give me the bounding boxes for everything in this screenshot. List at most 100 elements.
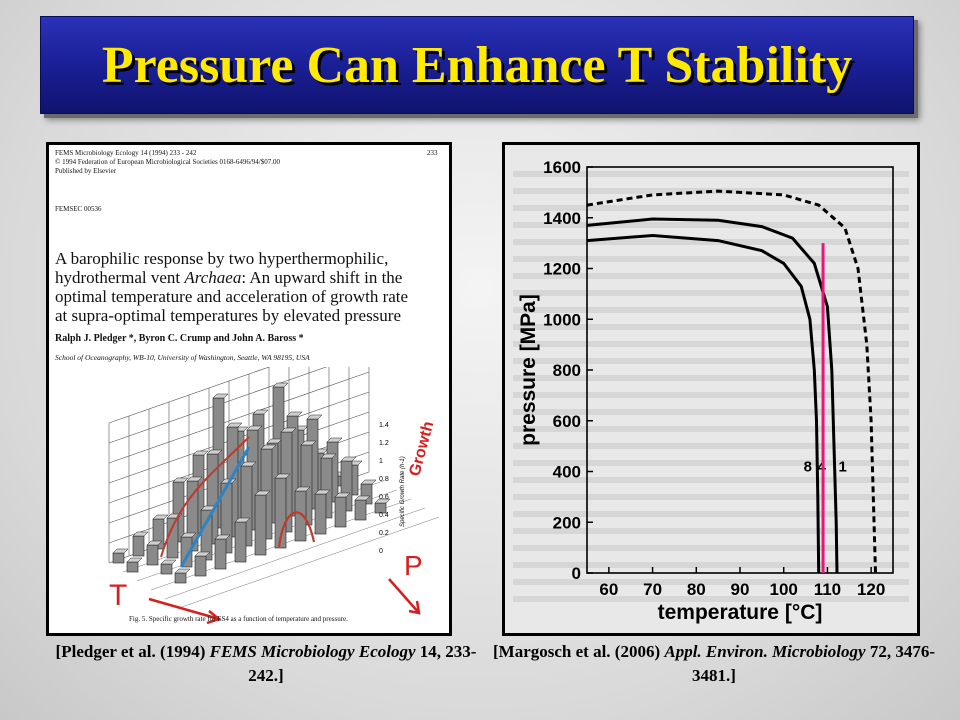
bar-3d-top [206,449,223,455]
series-line-4 [586,217,839,574]
z-axis-label: Specific Growth Rate (h-1) [400,456,406,527]
y-tick-label: 0 [572,564,581,583]
bar-3d-top [252,409,269,415]
bar-3d-top [112,548,129,554]
background-text-line [513,290,909,296]
background-text-line [513,256,909,262]
background-text-line [513,579,909,585]
right-citation-part-2: 72, 3476-3481.] [692,642,935,685]
bar-3d [234,521,247,563]
z-tick-label: 0.8 [379,476,389,483]
bar-3d-top [272,382,289,388]
journal-line-1: FEMS Microbiology Ecology 14 (1994) 233 … [55,149,197,157]
paper-affiliation: School of Oceanography, WB-10, Universit… [55,353,310,362]
bar-3d-top [240,461,257,467]
bar-3d [334,496,347,528]
background-text-line [513,375,909,381]
background-text-line [513,358,909,364]
background-text-line [513,511,909,517]
bar-3d-top [294,486,311,492]
article-title-line-5: at supra-optimal temperatures by elevate… [55,306,402,325]
x-tick-label: 60 [599,580,618,599]
grid-line [108,371,370,464]
y-axis-label: pressure [MPa] [517,294,540,446]
background-text-line [513,477,909,483]
bar-3d-top [132,531,149,537]
annotation-growth: Growth [406,420,437,478]
grid-line [108,367,270,424]
series-lines [586,189,877,574]
background-text-texture [513,171,909,602]
bar-3d-top [306,414,323,420]
paper-excerpt-panel: FEMS Microbiology Ecology 14 (1994) 233 … [46,142,452,636]
bar-3d [354,499,367,521]
annotation-t: T [109,579,127,612]
bar-3d-top [194,551,211,557]
slide-title: Pressure Can Enhance T Stability [101,36,853,94]
bar-3d-top [286,411,303,417]
right-citation-part-1: [Margosch et al. (2006) [493,642,665,661]
bar-3d [174,572,187,584]
bar-3d [132,535,145,557]
bar-3d-top [274,473,291,479]
bar-3d [126,561,139,573]
bar-3d-top [174,568,191,574]
x-tick-label: 90 [731,580,750,599]
bar-3d-top [354,495,371,501]
background-text-line [513,171,909,177]
series-label-1: 1 [839,459,847,476]
background-text-line [513,222,909,228]
pressure-temperature-panel: 60 70 80 90 100 110 120 0 200 400 600 800 1000 1200 14… [502,142,920,636]
left-citation-journal: FEMS Microbiology Ecology [209,642,416,661]
chart-z-ticks: 1.4 1.2 1 0.8 0.6 0.4 0.2 0 Specific Growth Rate… [379,422,406,555]
background-text-line [513,341,909,347]
background-text-line [513,324,909,330]
bar-3d-top [226,422,243,428]
y-tick-label: 600 [553,412,581,431]
bar-3d-top [160,559,177,565]
series-line-1 [586,189,877,574]
x-tick-label: 110 [814,580,841,599]
article-title-line-3: : An upward shift in the [241,268,403,287]
bar-3d [194,555,207,577]
bar-3d-top [212,393,229,399]
bar-3d-top [260,444,277,450]
z-tick-label: 1.2 [379,440,389,447]
x-tick-label: 80 [687,580,706,599]
bar-3d-top [374,498,391,504]
bar-3d-top [320,453,337,459]
left-citation: [Pledger et al. (1994) FEMS Microbiology… [40,640,492,688]
background-text-line [513,273,909,279]
bar-3d-top [152,514,169,520]
article-title-italic: Archaea [184,268,242,287]
bar-3d-top [314,489,331,495]
x-tick-label: 100 [770,580,798,599]
bar-3d [314,493,327,535]
annotation-p: P [404,550,423,581]
bar-3d [146,544,159,566]
bar-3d [160,563,173,575]
right-citation: [Margosch et al. (2006) Appl. Environ. M… [488,640,940,688]
x-tick-label: 70 [643,580,662,599]
series-label-8: 8 [804,459,812,476]
bar-3d [214,538,227,570]
grid-line [108,367,328,444]
y-tick-label: 400 [553,463,581,482]
axis-ticks: 60 70 80 90 100 110 12002004006008001000120014… [543,158,885,599]
x-axis-label: temperature [°C] [658,601,823,624]
femsec-code: FEMSEC 00536 [55,205,102,213]
z-tick-label: 0.2 [379,530,389,537]
bar-3d-top [340,456,357,462]
bar-3d-top [334,492,351,498]
background-text-line [513,426,909,432]
bar-3d-top [214,534,231,540]
background-text-line [513,460,909,466]
background-text-line [513,392,909,398]
bar-3d-top [186,476,203,482]
y-tick-label: 1000 [543,310,581,329]
right-citation-journal: Appl. Environ. Microbiology [664,642,866,661]
bar-3d-top [234,517,251,523]
x-tick-label: 120 [857,580,885,599]
bar-3d-top [326,437,343,443]
y-tick-label: 1400 [543,209,581,228]
